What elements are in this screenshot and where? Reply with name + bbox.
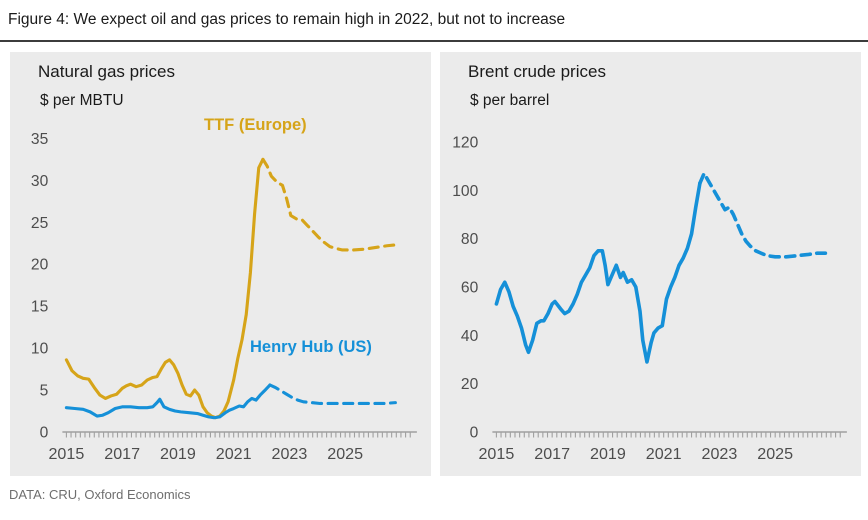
y-tick-label: 0	[470, 425, 479, 442]
title-underline	[0, 40, 868, 42]
x-tick-label: 2021	[646, 445, 682, 463]
y-tick-label: 80	[461, 231, 479, 248]
ttf-line-forecast	[261, 157, 397, 252]
ttf-line-solid	[64, 157, 265, 420]
brent-panel: 2015 2017 2019 2021 2023 2025 0 20 40 60 80 100 120 …	[440, 52, 861, 476]
x-tick-label: 2017	[534, 445, 570, 463]
henry_hub-line-solid	[64, 383, 272, 420]
brent-panel-unit-label: $ per barrel	[470, 92, 550, 109]
y-tick-label: 5	[40, 383, 49, 400]
y-tick-label: 30	[31, 173, 49, 190]
y-tick-label: 10	[31, 341, 49, 358]
y-tick-label: 60	[461, 280, 479, 297]
brent-panel-title: Brent crude prices	[468, 62, 606, 81]
x-tick-label: 2023	[272, 445, 308, 463]
x-tick-label: 2025	[327, 445, 363, 463]
x-tick-label: 2015	[48, 445, 84, 463]
x-tick-label: 2025	[757, 445, 793, 463]
chart-panels: 2015 2017 2019 2021 2023 2025 0 5 10 15 20 25 30 35 N…	[10, 52, 861, 476]
y-tick-label: 100	[452, 183, 478, 200]
y-tick-label: 20	[461, 376, 479, 393]
x-axis-ticks	[65, 432, 411, 438]
y-tick-label: 120	[452, 135, 478, 152]
gas-panel-title: Natural gas prices	[38, 62, 176, 81]
y-tick-label: 40	[461, 328, 479, 345]
x-tick-label: 2019	[590, 445, 626, 463]
brent-line-solid	[494, 181, 702, 364]
y-tick-label: 20	[31, 257, 49, 274]
brent-chart: 2015 2017 2019 2021 2023 2025 0 20 40 60 80 100 120	[440, 52, 861, 476]
x-axis-ticks	[495, 432, 841, 438]
x-tick-label: 2015	[478, 445, 514, 463]
ttf-series-label: TTF (Europe)	[204, 116, 307, 134]
henry_hub-line-forecast	[268, 383, 397, 406]
gas-panel: 2015 2017 2019 2021 2023 2025 0 5 10 15 20 25 30 35 N…	[10, 52, 431, 476]
brent-line-forecast	[698, 171, 828, 259]
brent-chart-svg: 2015 2017 2019 2021 2023 2025 0 20 40 60 80 100 120	[452, 135, 847, 463]
x-tick-label: 2021	[216, 445, 252, 463]
x-tick-label: 2017	[104, 445, 140, 463]
y-tick-label: 15	[31, 299, 48, 316]
gas-panel-unit-label: $ per MBTU	[40, 92, 124, 109]
x-tick-label: 2023	[702, 445, 738, 463]
x-tick-label: 2019	[160, 445, 196, 463]
y-tick-label: 0	[40, 425, 49, 442]
figure-title: Figure 4: We expect oil and gas prices t…	[8, 11, 566, 28]
y-tick-label: 25	[31, 215, 48, 232]
gas-chart: 2015 2017 2019 2021 2023 2025 0 5 10 15 20 25 30 35	[10, 52, 431, 476]
henry-hub-series-label: Henry Hub (US)	[250, 338, 372, 356]
data-source: DATA: CRU, Oxford Economics	[9, 487, 191, 502]
y-tick-label: 35	[31, 131, 48, 148]
